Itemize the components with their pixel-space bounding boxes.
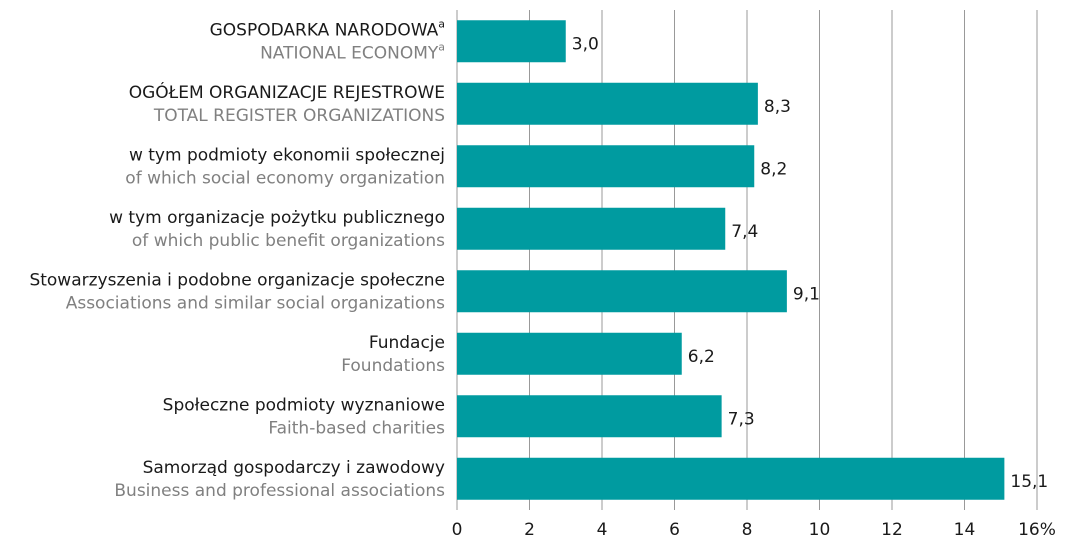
- category-label-en: Business and professional associations: [114, 481, 445, 501]
- footnote-mark: a: [438, 40, 445, 53]
- x-tick-label: 2: [524, 520, 535, 540]
- category-label-en: Faith-based charities: [268, 418, 445, 438]
- value-label: 9,1: [793, 284, 820, 304]
- bar: [457, 20, 566, 63]
- category-label: Fundacje: [369, 333, 445, 353]
- x-tick-label: 8: [742, 520, 753, 540]
- category-label-en: of which public benefit organizations: [132, 231, 445, 251]
- value-label: 8,3: [764, 97, 791, 117]
- footnote-mark: a: [438, 17, 445, 30]
- category-label: Społeczne podmioty wyznaniowe: [163, 395, 445, 415]
- value-label: 8,2: [760, 159, 787, 179]
- category-label: w tym organizacje pożytku publicznego: [109, 208, 445, 228]
- x-tick-label: 6: [669, 520, 680, 540]
- bar: [457, 395, 722, 438]
- value-label: 6,2: [688, 347, 715, 367]
- category-label: OGÓŁEM ORGANIZACJE REJESTROWE: [129, 81, 445, 103]
- x-tick-label: 10: [809, 520, 831, 540]
- bar: [457, 82, 758, 125]
- value-label: 15,1: [1010, 472, 1048, 492]
- category-label-en: Foundations: [341, 356, 445, 376]
- category-label: Stowarzyszenia i podobne organizacje spo…: [29, 270, 445, 290]
- bar: [457, 145, 755, 188]
- category-label-en: NATIONAL ECONOMYa: [260, 40, 445, 64]
- category-label-en: of which social economy organization: [125, 168, 445, 188]
- bar: [457, 207, 726, 250]
- bar: [457, 332, 682, 375]
- category-label-en: Associations and similar social organiza…: [66, 293, 445, 313]
- x-tick-label: 14: [954, 520, 976, 540]
- x-tick-label: 4: [597, 520, 608, 540]
- category-label: w tym podmioty ekonomii społecznej: [129, 145, 445, 165]
- bar: [457, 270, 787, 313]
- category-label: Samorząd gospodarczy i zawodowy: [143, 458, 445, 478]
- category-label-en: TOTAL REGISTER ORGANIZATIONS: [153, 106, 445, 126]
- x-tick-label: 0: [452, 520, 463, 540]
- value-label: 7,4: [731, 222, 758, 242]
- bar: [457, 457, 1005, 500]
- value-label: 3,0: [572, 34, 599, 54]
- category-label: GOSPODARKA NARODOWAa: [210, 17, 445, 41]
- value-label: 7,3: [728, 409, 755, 429]
- x-tick-label: 12: [881, 520, 903, 540]
- x-tick-label: 16%: [1018, 520, 1056, 540]
